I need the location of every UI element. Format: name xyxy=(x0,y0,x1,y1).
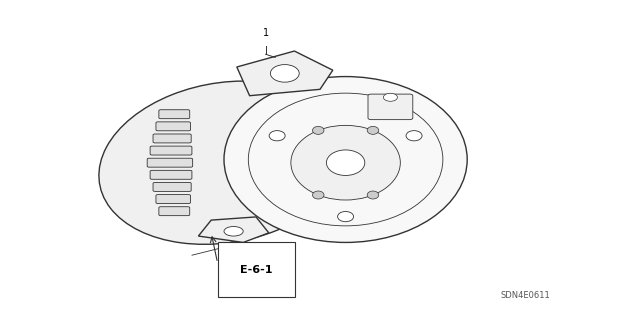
FancyBboxPatch shape xyxy=(156,195,191,204)
Ellipse shape xyxy=(269,131,285,141)
Ellipse shape xyxy=(326,150,365,175)
Ellipse shape xyxy=(224,77,467,242)
Ellipse shape xyxy=(338,211,354,222)
Text: SDN4E0611: SDN4E0611 xyxy=(500,291,550,300)
FancyBboxPatch shape xyxy=(153,134,191,143)
Polygon shape xyxy=(237,51,333,96)
FancyBboxPatch shape xyxy=(156,122,191,131)
Text: E-6-1: E-6-1 xyxy=(240,264,273,275)
FancyBboxPatch shape xyxy=(150,170,192,179)
FancyBboxPatch shape xyxy=(153,182,191,191)
Polygon shape xyxy=(198,217,269,242)
FancyBboxPatch shape xyxy=(159,110,189,119)
Ellipse shape xyxy=(248,93,443,226)
Ellipse shape xyxy=(271,64,300,82)
Ellipse shape xyxy=(383,93,397,101)
Ellipse shape xyxy=(406,131,422,141)
Ellipse shape xyxy=(312,191,324,199)
FancyBboxPatch shape xyxy=(368,94,413,120)
Ellipse shape xyxy=(291,125,401,200)
FancyBboxPatch shape xyxy=(147,158,193,167)
Text: 1: 1 xyxy=(262,28,269,38)
FancyBboxPatch shape xyxy=(159,207,189,216)
Ellipse shape xyxy=(99,81,349,244)
Ellipse shape xyxy=(367,126,379,134)
Ellipse shape xyxy=(367,191,379,199)
Ellipse shape xyxy=(312,126,324,134)
FancyBboxPatch shape xyxy=(150,146,192,155)
Ellipse shape xyxy=(224,226,243,236)
